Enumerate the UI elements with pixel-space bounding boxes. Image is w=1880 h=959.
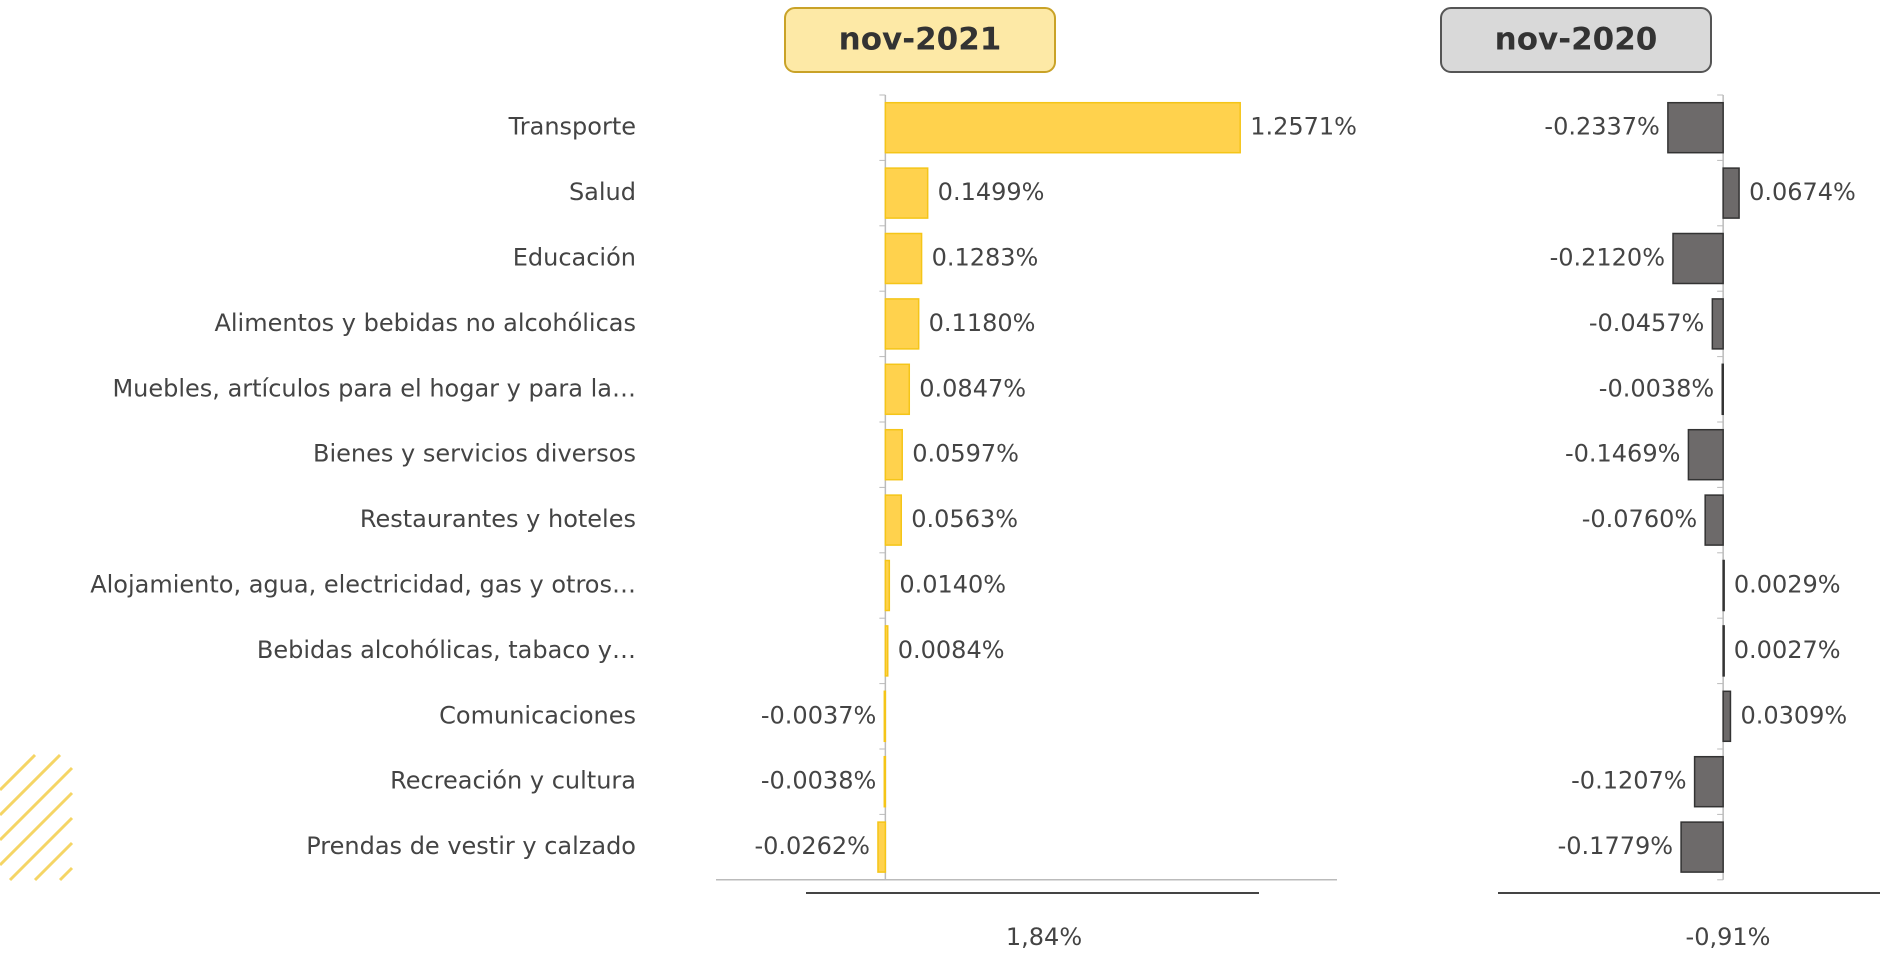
chart-title: nov-2020 bbox=[1495, 22, 1658, 58]
category-label: Alimentos y bebidas no alcohólicas bbox=[214, 309, 636, 337]
bar bbox=[883, 690, 887, 743]
value-label: 0.1499% bbox=[938, 178, 1045, 206]
bar bbox=[1672, 232, 1724, 285]
value-label: -0.2337% bbox=[1544, 113, 1659, 141]
bar bbox=[884, 232, 923, 285]
category-label: Bebidas alcohólicas, tabaco y… bbox=[257, 636, 636, 664]
total-label: -0,91% bbox=[1686, 923, 1771, 951]
bar bbox=[884, 167, 929, 219]
bar bbox=[884, 625, 889, 677]
value-label: -0.0038% bbox=[1599, 374, 1714, 402]
title-box bbox=[784, 7, 1056, 73]
value-label: 1.2571% bbox=[1250, 113, 1357, 141]
value-label: 0.0597% bbox=[912, 440, 1019, 468]
category-label: Restaurantes y hoteles bbox=[360, 505, 636, 533]
value-label: -0.1469% bbox=[1565, 440, 1680, 468]
bar bbox=[1722, 625, 1725, 677]
hatch-decoration bbox=[0, 753, 74, 882]
bar bbox=[1722, 559, 1725, 612]
bar bbox=[1722, 167, 1740, 219]
bar bbox=[1693, 755, 1724, 808]
bar bbox=[1680, 821, 1724, 873]
category-label: Bienes y servicios diversos bbox=[313, 440, 636, 468]
bar bbox=[884, 298, 920, 350]
value-label: -0.1779% bbox=[1558, 832, 1673, 860]
title-box bbox=[1440, 7, 1712, 73]
value-label: 0.0563% bbox=[911, 505, 1018, 533]
category-label: Educación bbox=[513, 244, 636, 272]
value-label: -0.0038% bbox=[761, 767, 876, 795]
category-label: Prendas de vestir y calzado bbox=[306, 832, 636, 860]
value-label: 0.0309% bbox=[1740, 701, 1847, 729]
bar bbox=[883, 755, 887, 808]
value-label: -0.0262% bbox=[755, 832, 870, 860]
category-label: Comunicaciones bbox=[439, 701, 636, 729]
value-label: -0.0037% bbox=[761, 701, 876, 729]
category-label: Muebles, artículos para el hogar y para … bbox=[112, 374, 636, 402]
bar bbox=[1721, 363, 1724, 416]
category-label: Salud bbox=[569, 178, 636, 206]
value-label: 0.0027% bbox=[1734, 636, 1841, 664]
value-label: -0.0457% bbox=[1589, 309, 1704, 337]
bar bbox=[884, 428, 903, 481]
bar bbox=[884, 363, 911, 416]
category-label: Recreación y cultura bbox=[390, 767, 636, 795]
bar bbox=[1667, 101, 1724, 154]
bar bbox=[1722, 690, 1732, 743]
bar bbox=[884, 494, 903, 546]
value-label: 0.0140% bbox=[899, 571, 1006, 599]
total-label: 1,84% bbox=[1006, 923, 1082, 951]
value-label: -0.2120% bbox=[1550, 244, 1665, 272]
category-label: Transporte bbox=[508, 113, 636, 141]
bar bbox=[884, 101, 1241, 154]
bar bbox=[1704, 494, 1724, 546]
bar bbox=[1711, 298, 1724, 350]
value-label: -0.0760% bbox=[1582, 505, 1697, 533]
value-label: 0.0847% bbox=[919, 374, 1026, 402]
value-label: 0.1283% bbox=[932, 244, 1039, 272]
bar bbox=[1687, 428, 1724, 481]
value-label: 0.0674% bbox=[1749, 178, 1856, 206]
value-label: 0.0029% bbox=[1734, 571, 1841, 599]
chart-title: nov-2021 bbox=[839, 22, 1002, 58]
value-label: 0.0084% bbox=[898, 636, 1005, 664]
value-label: -0.1207% bbox=[1571, 767, 1686, 795]
bar bbox=[877, 821, 887, 873]
category-label: Alojamiento, agua, electricidad, gas y o… bbox=[90, 571, 636, 599]
bar bbox=[884, 559, 891, 612]
value-label: 0.1180% bbox=[929, 309, 1036, 337]
